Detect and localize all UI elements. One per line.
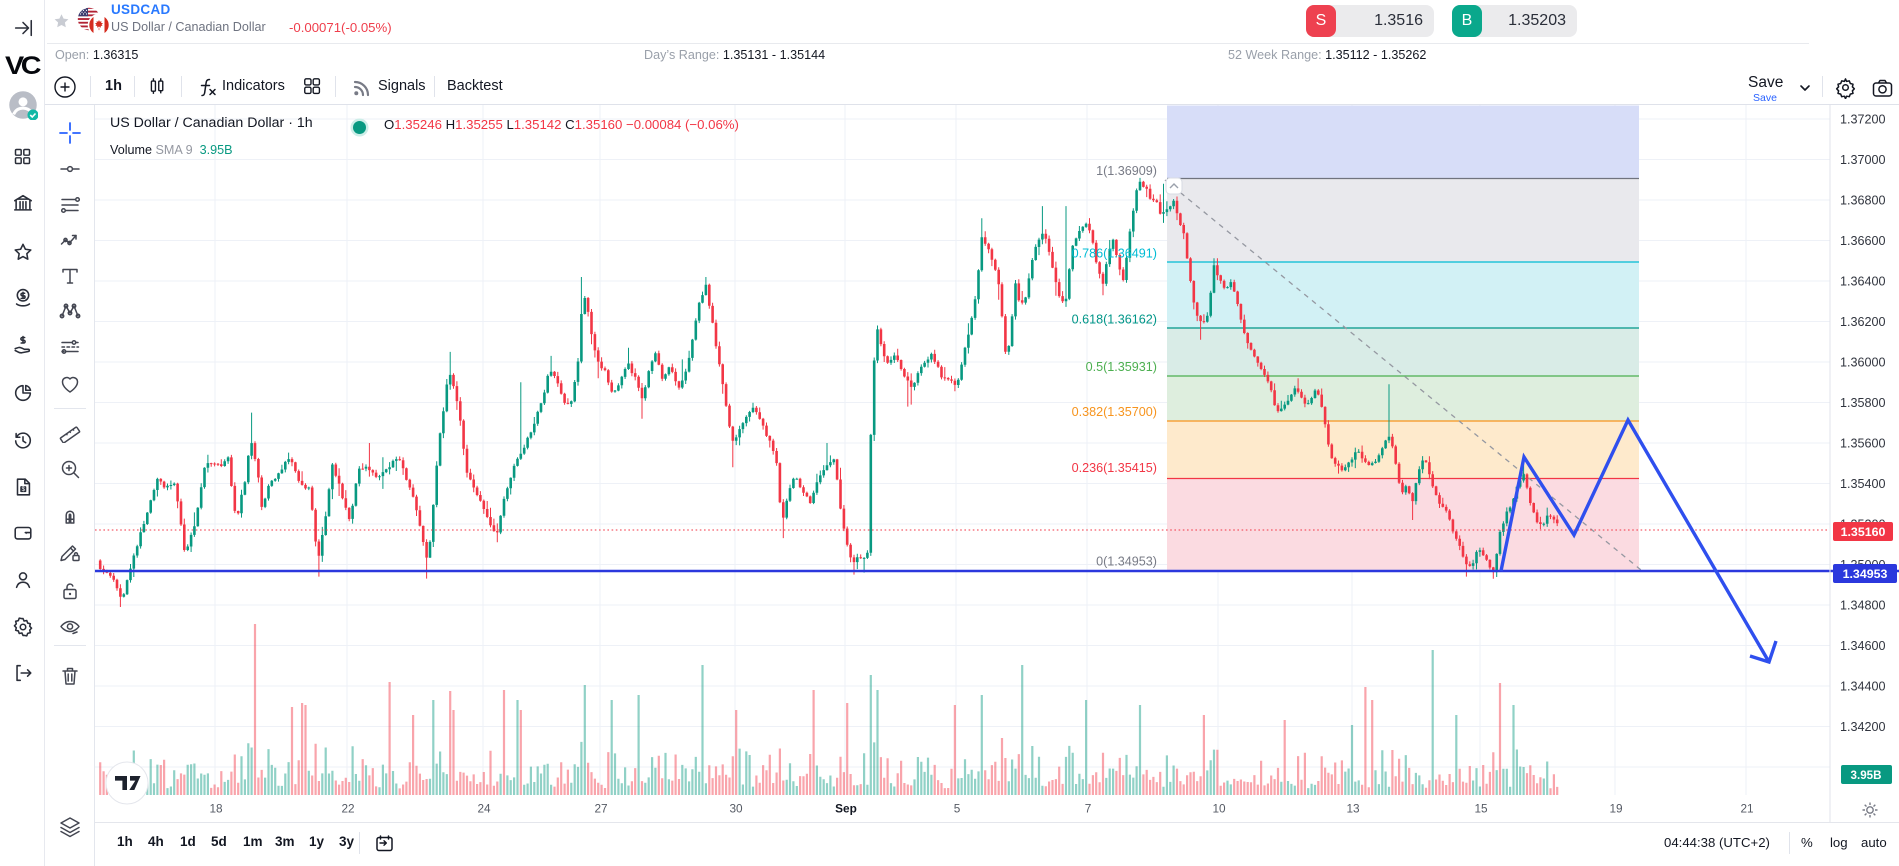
svg-text:18: 18 <box>209 802 223 816</box>
svg-text:15: 15 <box>1474 802 1488 816</box>
svg-text:30: 30 <box>729 802 743 816</box>
svg-text:$: $ <box>21 487 25 493</box>
svg-text:1(1.36909): 1(1.36909) <box>1096 164 1157 178</box>
svg-text:13: 13 <box>1346 802 1360 816</box>
svg-text:1.34600: 1.34600 <box>1840 639 1886 653</box>
svg-text:5: 5 <box>954 802 961 816</box>
svg-text:0.618(1.36162): 0.618(1.36162) <box>1072 313 1157 327</box>
svg-text:1.36000: 1.36000 <box>1840 355 1886 369</box>
svg-text:Sep: Sep <box>835 802 857 816</box>
svg-text:0.786(1.36491): 0.786(1.36491) <box>1072 247 1157 261</box>
svg-text:3.95B: 3.95B <box>1851 769 1882 782</box>
svg-text:1.37200: 1.37200 <box>1840 112 1886 126</box>
svg-text:0(1.34953): 0(1.34953) <box>1096 555 1157 569</box>
svg-text:21: 21 <box>1740 802 1753 816</box>
svg-text:1.36400: 1.36400 <box>1840 274 1886 288</box>
svg-text:22: 22 <box>341 802 354 816</box>
svg-text:1.35800: 1.35800 <box>1840 396 1886 410</box>
svg-text:19: 19 <box>1609 802 1622 816</box>
svg-text:7: 7 <box>1085 802 1092 816</box>
svg-text:1.36200: 1.36200 <box>1840 315 1886 329</box>
svg-text:1.37000: 1.37000 <box>1840 153 1886 167</box>
svg-text:1.35600: 1.35600 <box>1840 436 1886 450</box>
svg-text:1.34953: 1.34953 <box>1843 567 1888 581</box>
svg-text:1.34400: 1.34400 <box>1840 679 1886 693</box>
svg-text:0.382(1.35700): 0.382(1.35700) <box>1072 405 1157 419</box>
svg-text:27: 27 <box>594 802 607 816</box>
svg-text:1.35400: 1.35400 <box>1840 477 1886 491</box>
svg-text:1.35160: 1.35160 <box>1841 525 1886 539</box>
svg-text:1.34800: 1.34800 <box>1840 598 1886 612</box>
svg-text:24: 24 <box>477 802 491 816</box>
svg-text:10: 10 <box>1212 802 1226 816</box>
svg-text:0.236(1.35415): 0.236(1.35415) <box>1072 461 1157 475</box>
svg-text:1.34200: 1.34200 <box>1840 720 1886 734</box>
svg-text:0.5(1.35931): 0.5(1.35931) <box>1086 360 1157 374</box>
svg-text:1.36600: 1.36600 <box>1840 234 1886 248</box>
svg-text:1.36800: 1.36800 <box>1840 193 1886 207</box>
